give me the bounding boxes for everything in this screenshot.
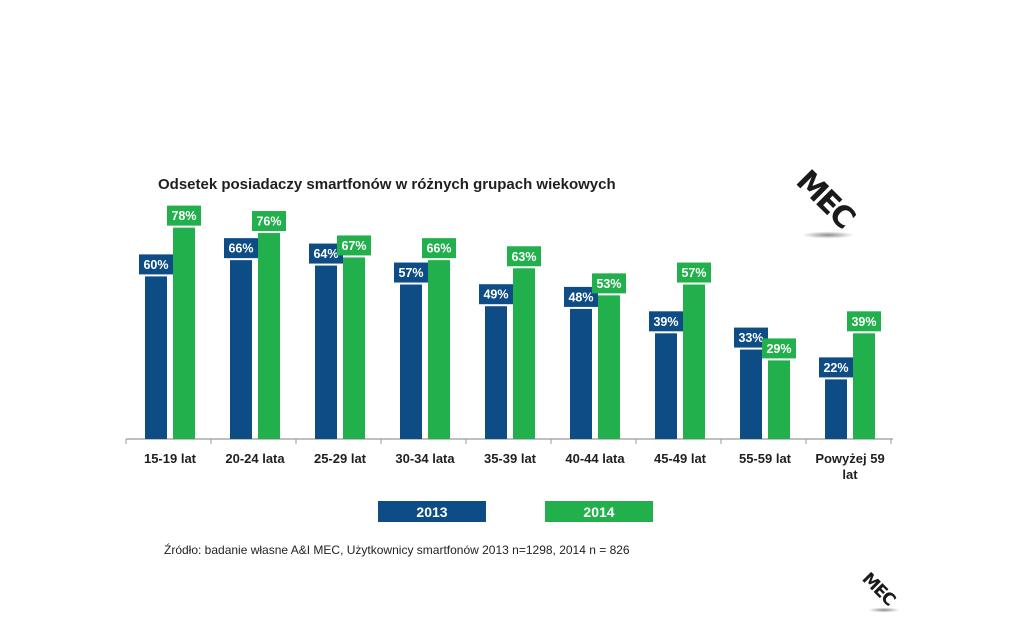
mec-logo-icon: MEC: [788, 156, 862, 245]
category-label: 35-39 lat: [484, 451, 537, 466]
data-label-2013: 64%: [313, 247, 338, 261]
bar-2013: [655, 333, 677, 439]
data-label-2014: 29%: [766, 342, 791, 356]
data-label-box-2014: [847, 311, 881, 332]
data-label-box-2013: [479, 284, 513, 305]
bar-2013: [230, 260, 252, 439]
data-label-box-2013: [649, 311, 683, 332]
data-label-box-2014: [422, 238, 456, 259]
data-label-2013: 60%: [143, 258, 168, 272]
data-label-box-2013: [309, 243, 343, 264]
category-label: Powyżej 59 lat: [815, 451, 884, 482]
data-label-box-2013: [139, 254, 173, 275]
data-label-box-2014: [167, 205, 201, 226]
category-label: 20-24 lata: [225, 451, 285, 466]
data-label-2014: 39%: [851, 315, 876, 329]
bar-2013: [825, 379, 847, 439]
data-label-2013: 57%: [398, 266, 423, 280]
data-label-2013: 22%: [823, 361, 848, 375]
data-label-box-2014: [252, 211, 286, 232]
data-label-box-2013: [224, 238, 258, 259]
bar-2014: [598, 295, 620, 439]
category-label: 30-34 lata: [395, 451, 455, 466]
bar-2013: [400, 284, 422, 439]
data-label-2014: 76%: [256, 215, 281, 229]
data-label-2013: 66%: [228, 242, 253, 256]
category-label: 45-49 lat: [654, 451, 707, 466]
bar-2014: [513, 268, 535, 439]
data-label-box-2014: [337, 235, 371, 256]
bar-2014: [428, 260, 450, 439]
category-label: 40-44 lata: [565, 451, 625, 466]
data-label-2014: 66%: [426, 242, 451, 256]
data-label-box-2013: [394, 262, 428, 283]
bar-2013: [315, 265, 337, 439]
category-label: 25-29 lat: [314, 451, 367, 466]
svg-text:MEC: MEC: [858, 569, 899, 610]
data-label-2014: 63%: [511, 250, 536, 264]
svg-text:MEC: MEC: [789, 163, 861, 235]
data-label-2013: 33%: [738, 331, 763, 345]
data-label-box-2014: [762, 338, 796, 359]
bar-2013: [740, 349, 762, 439]
category-label: 15-19 lat: [144, 451, 197, 466]
bar-2014: [258, 233, 280, 439]
data-label-2013: 49%: [483, 288, 508, 302]
bar-2013: [145, 276, 167, 439]
data-label-box-2013: [819, 357, 853, 378]
data-label-box-2014: [592, 273, 626, 294]
data-label-2014: 53%: [596, 277, 621, 291]
category-label: 55-59 lat: [739, 451, 792, 466]
bar-2014: [853, 333, 875, 439]
mec-logo-small-icon: MEC: [858, 566, 904, 619]
legend-2013: 2013: [378, 501, 486, 522]
data-label-box-2013: [734, 327, 768, 348]
bar-2013: [485, 306, 507, 439]
bar-2014: [683, 284, 705, 439]
data-label-box-2013: [564, 286, 598, 307]
bar-2014: [173, 227, 195, 439]
bar-2014: [768, 360, 790, 439]
data-label-2014: 67%: [341, 239, 366, 253]
data-label-2013: 48%: [568, 290, 593, 304]
bar-2014: [343, 257, 365, 439]
legend-2014: 2014: [545, 501, 653, 522]
chart-title: Odsetek posiadaczy smartfonów w różnych …: [158, 176, 616, 193]
bar-2013: [570, 308, 592, 439]
data-label-2014: 57%: [681, 266, 706, 280]
data-label-box-2014: [677, 262, 711, 283]
data-label-box-2014: [507, 246, 541, 267]
data-label-2013: 39%: [653, 315, 678, 329]
source-note: Źródło: badanie własne A&I MEC, Użytkown…: [164, 543, 630, 557]
data-label-2014: 78%: [171, 209, 196, 223]
